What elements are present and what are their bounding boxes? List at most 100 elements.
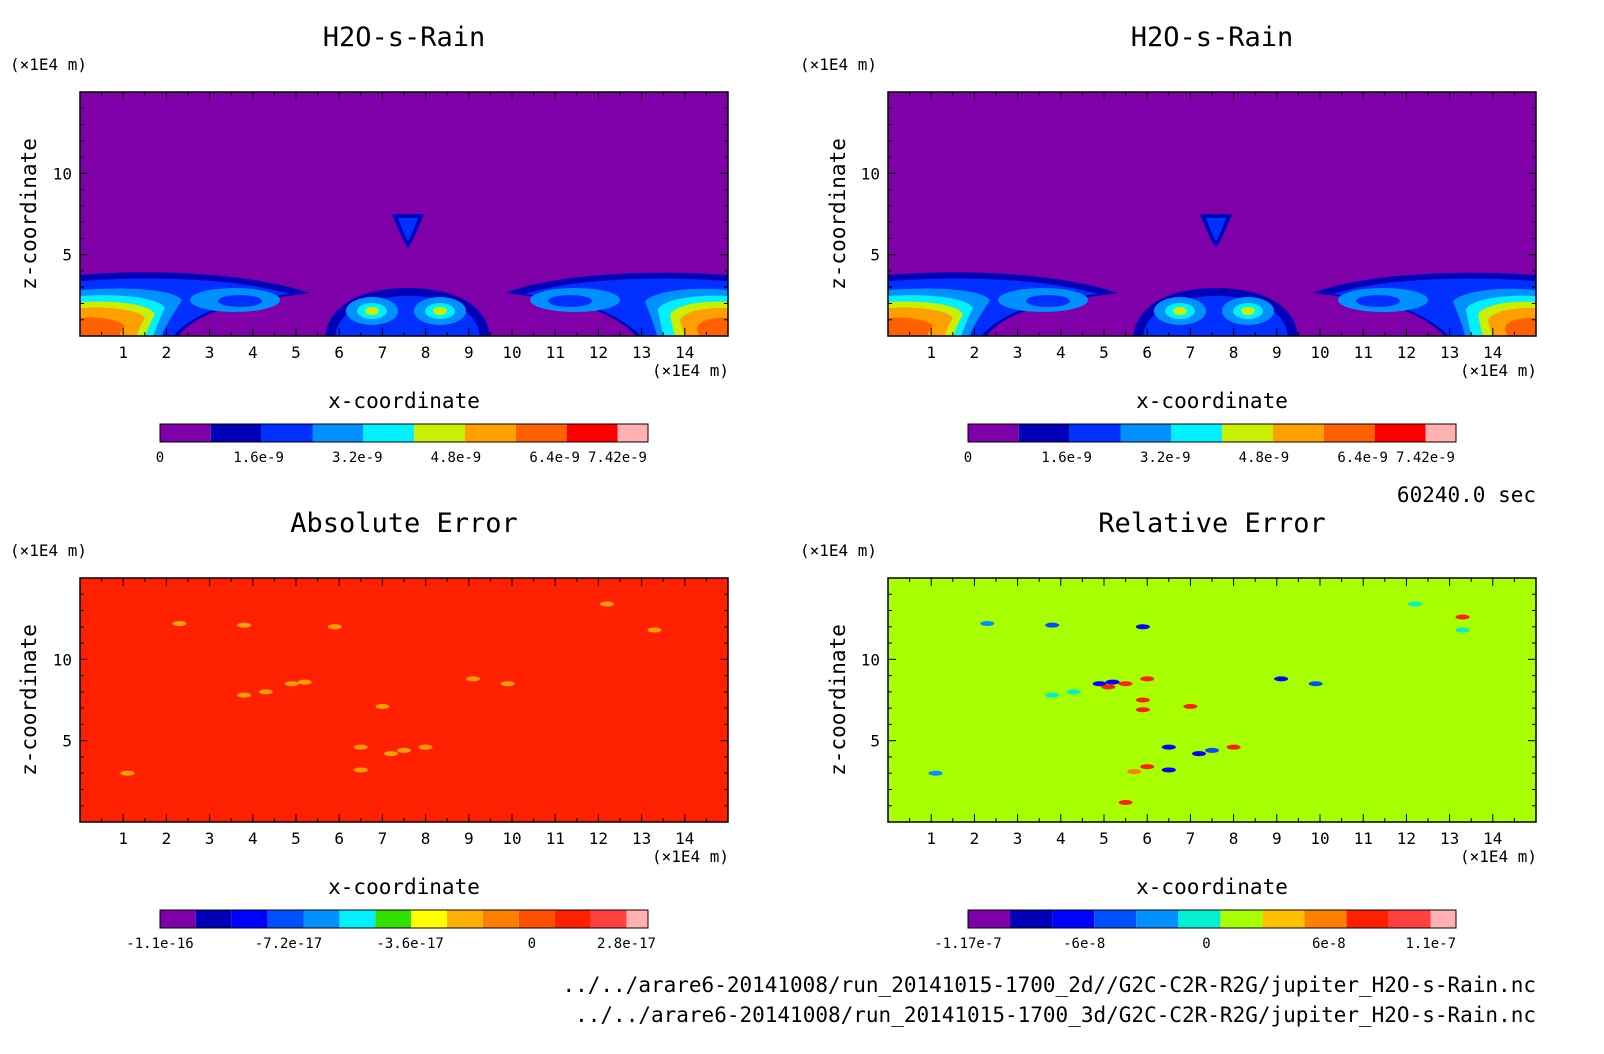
error-spot (466, 676, 481, 682)
panel-1-y-ticks: 5 10 (53, 107, 728, 321)
colorbar-label: 0 (156, 450, 164, 466)
panel-3-y-label: z-coordinate (17, 624, 41, 776)
x-tick-label: 14 (675, 829, 694, 848)
x-tick-label: 8 (1229, 343, 1239, 362)
colorbar-segment (617, 424, 648, 442)
panel-2-plot-area (888, 92, 1536, 336)
colorbar-segment (1323, 424, 1375, 442)
colorbar-label: -3.6e-17 (376, 936, 443, 952)
colorbar-segment (312, 424, 364, 442)
error-spot (297, 679, 312, 685)
colorbar-segment (414, 424, 465, 442)
colorbar-segment (1171, 424, 1223, 442)
error-spot (1135, 697, 1150, 703)
error-spot (1105, 679, 1120, 685)
panel-3-y-ticks: 5 10 (53, 593, 728, 807)
colorbar-segment (231, 910, 268, 928)
error-spot (237, 692, 252, 698)
panel-1-colorbar: 0 1.6e-9 3.2e-9 4.8e-9 6.4e-9 7.42e-9 (156, 423, 649, 466)
colorbar-segment (465, 424, 516, 442)
panel-4-y-ticks: 5 10 (861, 593, 1536, 807)
contour-left-eye-core (218, 295, 262, 307)
y-tick-label: 10 (861, 650, 880, 669)
contour-drop-inner (1206, 218, 1226, 242)
colorbar-label: 0 (1202, 936, 1210, 952)
contour-right-eye-core (548, 295, 592, 307)
colorbar-segment (447, 910, 483, 928)
error-spot (1192, 751, 1207, 757)
error-spot (1308, 681, 1323, 687)
error-spot (600, 601, 615, 607)
panel-2-x-label: x-coordinate (1136, 389, 1288, 413)
colorbar-label: 1.6e-9 (1041, 450, 1092, 466)
x-tick-label: 12 (589, 343, 608, 362)
x-tick-label: 13 (1440, 343, 1459, 362)
error-spot (375, 704, 390, 710)
panel-4-plot-area (888, 578, 1536, 822)
x-tick-label: 11 (546, 829, 565, 848)
colorbar-segment (363, 424, 415, 442)
colorbar-segment (590, 910, 627, 928)
x-tick-label: 6 (1142, 343, 1152, 362)
colorbar-frame (159, 909, 649, 929)
x-tick-label: 5 (1099, 829, 1109, 848)
panel-3-y-unit: (×1E4 m) (10, 541, 87, 560)
contour-center-left-core (1173, 307, 1187, 315)
panel-4-x-label: x-coordinate (1136, 875, 1288, 899)
x-tick-label: 7 (378, 829, 388, 848)
colorbar-segment (195, 910, 232, 928)
colorbar-segment (1425, 424, 1456, 442)
panel-1: H2O-s-Rain (×1E4 m) (10, 22, 729, 466)
x-tick-label: 14 (675, 343, 694, 362)
panel-1-x-unit: (×1E4 m) (652, 361, 729, 380)
colorbar-segment (339, 910, 376, 928)
panel-3-x-ticks: 1 2 3 4 5 6 7 8 9 10 11 12 13 14 (101, 578, 707, 848)
colorbar-segment (1346, 910, 1389, 928)
colorbar-segment (968, 424, 1019, 442)
colorbar-segment (1010, 910, 1053, 928)
colorbar-segment (1120, 424, 1172, 442)
panel-4-y-label: z-coordinate (826, 624, 850, 776)
footer-path-3d: ../../arare6-20141008/run_20141015-1700_… (575, 1003, 1536, 1027)
contour-left-eye-core (1026, 295, 1070, 307)
colorbar-segment (554, 910, 591, 928)
colorbar-segment (1388, 910, 1431, 928)
colorbar-segment (375, 910, 412, 928)
x-tick-label: 5 (291, 343, 301, 362)
x-tick-label: 9 (464, 829, 474, 848)
error-spot (1045, 692, 1060, 698)
error-spot (1161, 767, 1176, 773)
error-spot (1140, 676, 1155, 682)
x-tick-label: 3 (205, 343, 215, 362)
panel-1-x-ticks: 1 2 3 4 5 6 7 8 9 10 11 12 13 14 (101, 92, 707, 362)
error-spot (1183, 704, 1198, 710)
x-tick-label: 2 (162, 343, 172, 362)
colorbar-label: 0 (528, 936, 536, 952)
colorbar-segment (518, 910, 555, 928)
x-tick-label: 4 (248, 829, 258, 848)
colorbar-label: 7.42e-9 (1396, 450, 1455, 466)
colorbar-segment (482, 910, 519, 928)
x-tick-label: 7 (1186, 343, 1196, 362)
x-tick-label: 10 (502, 829, 521, 848)
x-tick-label: 4 (248, 343, 258, 362)
contour-center-right-core (1241, 307, 1255, 315)
x-tick-label: 2 (970, 829, 980, 848)
x-tick-label: 1 (118, 343, 128, 362)
colorbar-label: -1.1e-16 (126, 936, 193, 952)
panel-1-y-label: z-coordinate (17, 138, 41, 290)
panel-2: H2O-s-Rain (×1E4 m) (800, 22, 1537, 466)
x-tick-label: 8 (1229, 829, 1239, 848)
x-tick-label: 13 (1440, 829, 1459, 848)
error-spot (327, 624, 342, 630)
colorbar-segment (1222, 424, 1273, 442)
panel-1-plot-area (80, 92, 728, 336)
x-tick-label: 2 (970, 343, 980, 362)
colorbar-label: 7.42e-9 (588, 450, 647, 466)
panel-2-x-ticks: 1 2 3 4 5 6 7 8 9 10 11 12 13 14 (909, 92, 1515, 362)
x-tick-label: 12 (1397, 343, 1416, 362)
colorbar-label: 4.8e-9 (1239, 450, 1290, 466)
error-spot (120, 770, 135, 776)
colorbar-segment (1273, 424, 1324, 442)
error-spot (1135, 707, 1150, 713)
